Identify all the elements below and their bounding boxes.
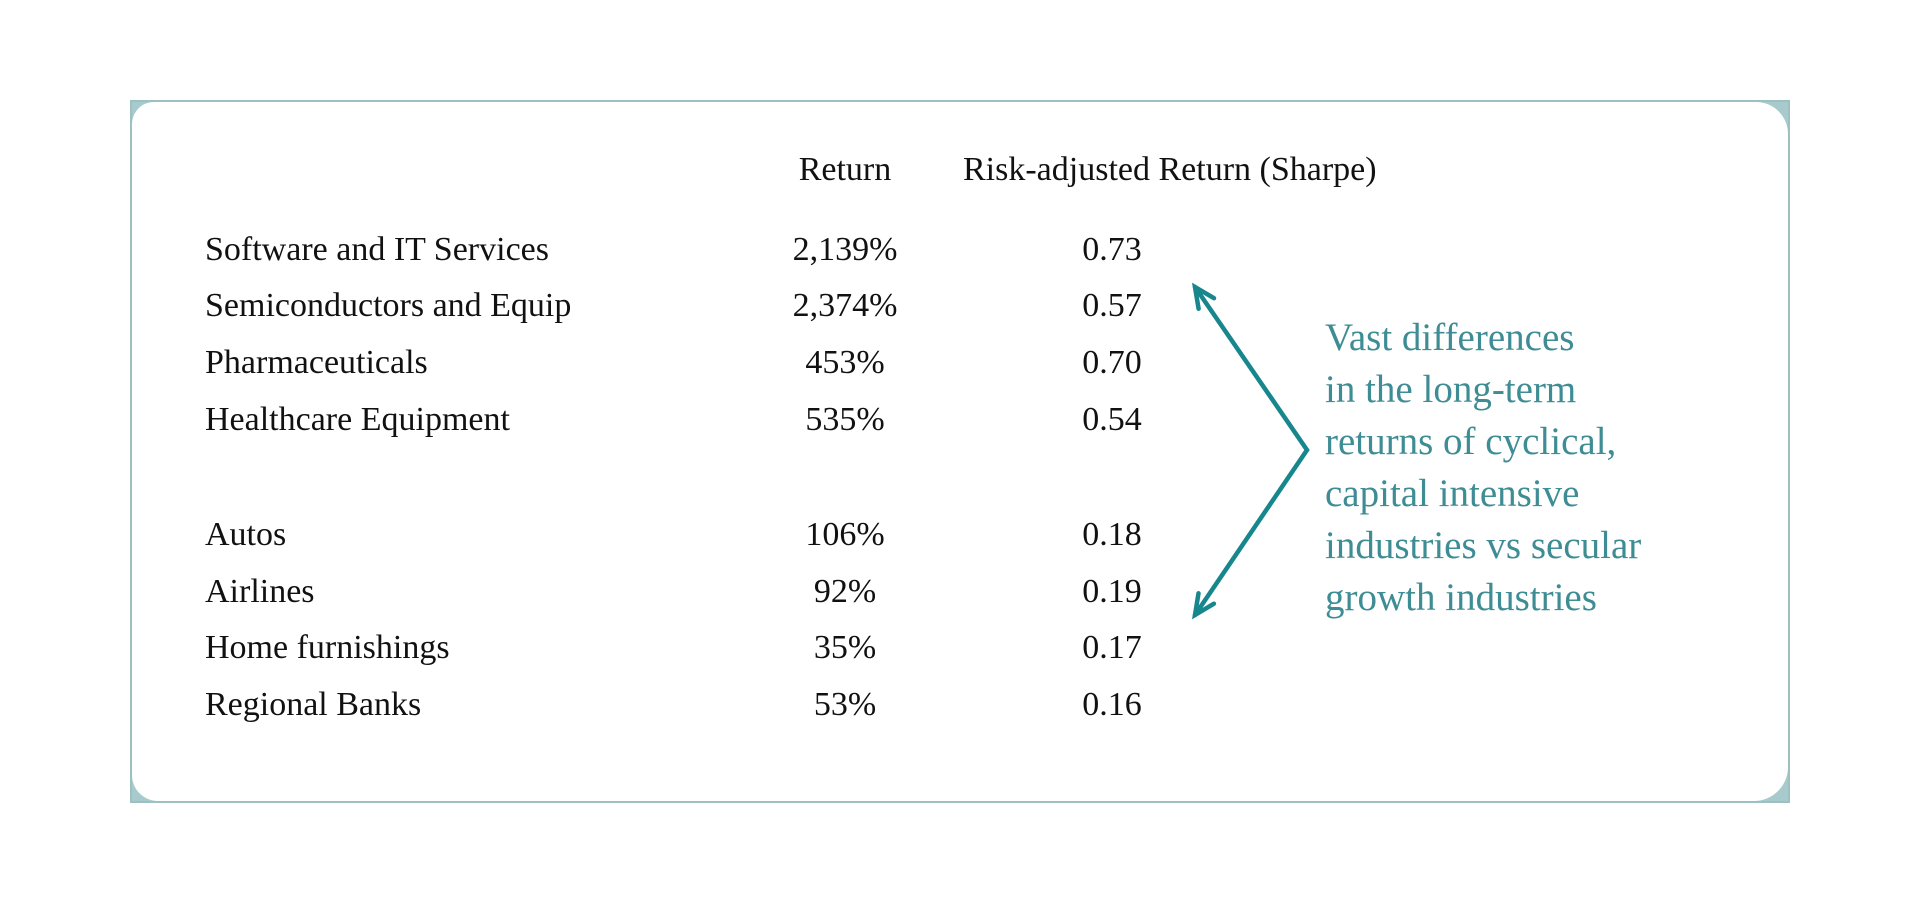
- column-header-sharpe: Risk-adjusted Return (Sharpe): [963, 151, 1377, 188]
- sharpe-value: 0.19: [1082, 573, 1142, 610]
- content-card: [130, 100, 1790, 803]
- annotation-line: industries vs secular: [1325, 524, 1642, 567]
- return-value: 2,374%: [792, 287, 898, 324]
- row-label: Healthcare Equipment: [205, 401, 510, 438]
- table-row: Regional Banks 53% 0.16: [130, 685, 1790, 725]
- sharpe-value: 0.57: [1082, 287, 1142, 324]
- row-label: Airlines: [205, 573, 315, 610]
- returns-table: Return Risk-adjusted Return (Sharpe) Sof…: [130, 100, 1790, 803]
- annotation-line: capital intensive: [1325, 472, 1580, 515]
- annotation-line: Vast differences: [1325, 316, 1575, 359]
- row-label: Semiconductors and Equip: [205, 287, 572, 324]
- column-header-return: Return: [798, 151, 892, 188]
- table-row: Software and IT Services 2,139% 0.73: [130, 230, 1790, 270]
- annotation-line: growth industries: [1325, 576, 1597, 619]
- return-value: 2,139%: [792, 231, 898, 268]
- table-row: Semiconductors and Equip 2,374% 0.57: [130, 286, 1790, 326]
- sharpe-value: 0.16: [1082, 686, 1142, 723]
- table-row: Home furnishings 35% 0.17: [130, 628, 1790, 668]
- annotation-line: returns of cyclical,: [1325, 420, 1617, 463]
- return-value: 35%: [813, 629, 877, 666]
- return-value: 92%: [813, 573, 877, 610]
- annotation-line: in the long-term: [1325, 368, 1577, 411]
- sharpe-value: 0.73: [1082, 231, 1142, 268]
- return-value: 53%: [813, 686, 877, 723]
- return-value: 535%: [805, 401, 885, 438]
- return-value: 106%: [805, 516, 885, 553]
- double-headed-arrow-icon: [1175, 270, 1335, 640]
- annotation-text: Vast differences in the long-term return…: [1325, 312, 1641, 624]
- row-label: Pharmaceuticals: [205, 344, 428, 381]
- table-row: Healthcare Equipment 535% 0.54: [130, 400, 1790, 440]
- table-row: Autos 106% 0.18: [130, 515, 1790, 555]
- sharpe-value: 0.54: [1082, 401, 1142, 438]
- sharpe-value: 0.70: [1082, 344, 1142, 381]
- sharpe-value: 0.18: [1082, 516, 1142, 553]
- table-row: Airlines 92% 0.19: [130, 572, 1790, 612]
- row-label: Regional Banks: [205, 686, 422, 723]
- return-value: 453%: [805, 344, 885, 381]
- table-row: Pharmaceuticals 453% 0.70: [130, 343, 1790, 383]
- row-label: Home furnishings: [205, 629, 450, 666]
- row-label: Autos: [205, 516, 287, 553]
- row-label: Software and IT Services: [205, 231, 549, 268]
- sharpe-value: 0.17: [1082, 629, 1142, 666]
- content-card-surface: [132, 102, 1788, 801]
